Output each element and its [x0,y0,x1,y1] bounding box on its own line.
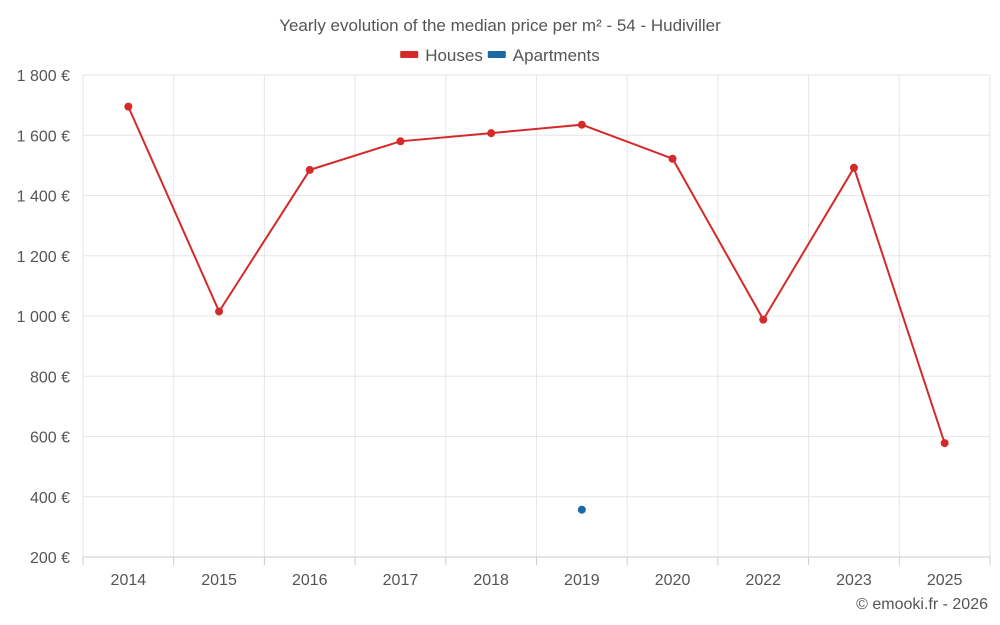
x-tick-label: 2017 [383,572,419,589]
y-tick-label: 1 800 € [17,68,70,85]
data-point-houses[interactable] [577,120,586,129]
credit-text: © emooki.fr - 2026 [856,596,988,613]
x-tick-label: 2025 [927,572,963,589]
data-point-houses[interactable] [940,439,949,448]
x-tick-label: 2018 [473,572,509,589]
y-axis: 200 € 400 € 600 € 800 € 1 000 € 1 200 € 1 400 … [17,68,70,567]
gridlines [82,74,991,558]
y-tick-label: 600 € [30,430,70,447]
data-point-houses[interactable] [487,129,496,138]
legend-item-apartments[interactable]: Apartments [487,46,600,65]
y-tick-label: 1 400 € [17,189,70,206]
data-point-houses[interactable] [849,163,858,172]
x-tick-label: 2015 [201,572,237,589]
x-tick-label: 2016 [292,572,328,589]
legend-label: Houses [425,46,483,65]
data-point-houses[interactable] [396,137,405,146]
legend-swatch [400,51,419,58]
y-tick-label: 1 200 € [17,249,70,266]
chart-title: Yearly evolution of the median price per… [279,16,721,35]
x-tick-label: 2020 [655,572,691,589]
x-tick-label: 2019 [564,572,600,589]
y-tick-label: 800 € [30,369,70,386]
x-tick-label: 2022 [745,572,781,589]
legend-item-houses[interactable]: Houses [400,46,483,65]
y-tick-label: 1 600 € [17,128,70,145]
legend-label: Apartments [513,46,600,65]
x-tick-label: 2014 [111,572,147,589]
data-point-houses[interactable] [759,315,768,324]
y-tick-label: 200 € [30,550,70,567]
data-point-houses[interactable] [124,102,133,111]
y-tick-label: 1 000 € [17,309,70,326]
x-tick-label: 2023 [836,572,872,589]
x-axis: 2014 2015 2016 2017 2018 2019 2020 2022 2023 2025 [82,557,991,589]
data-point-houses[interactable] [668,154,677,163]
y-tick-label: 400 € [30,490,70,507]
series-layer [124,102,949,514]
series-houses [124,102,949,448]
data-point-houses[interactable] [305,165,314,174]
data-point-apartments[interactable] [577,505,586,514]
legend-swatch [487,51,506,58]
series-apartments [577,505,586,514]
data-point-houses[interactable] [215,307,224,316]
series-line-houses [127,106,946,444]
legend: Houses Apartments [400,46,600,65]
